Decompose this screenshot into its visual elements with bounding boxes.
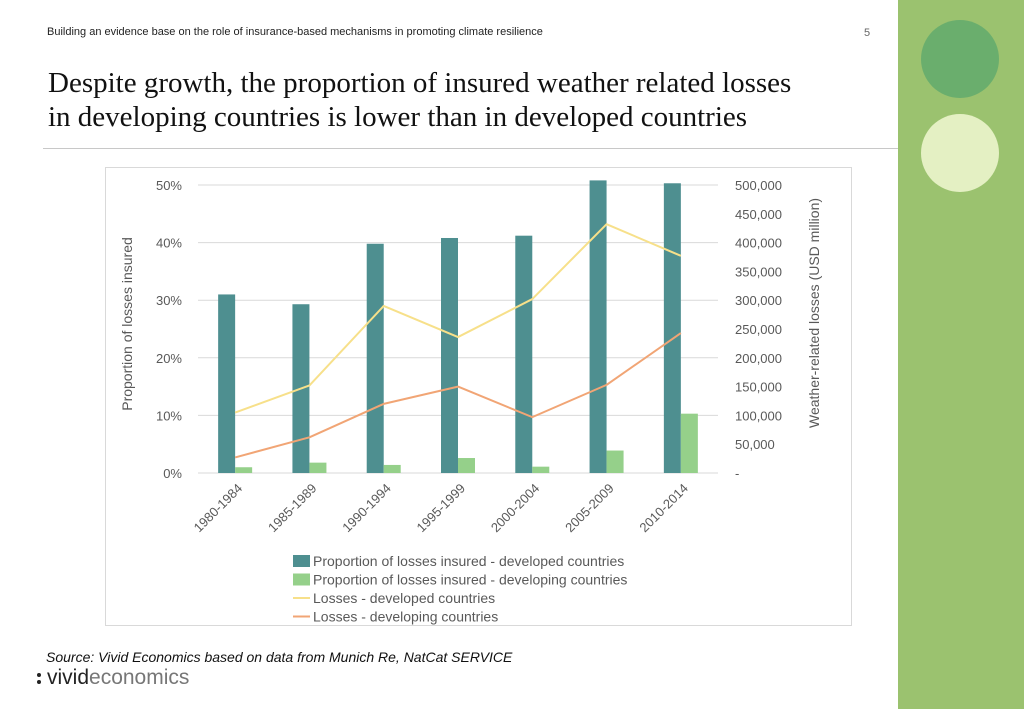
- page-subtitle: Building an evidence base on the role of…: [47, 26, 543, 38]
- bar-developed-3: [441, 237, 458, 473]
- y-axis-label: Proportion of losses insured: [119, 237, 135, 411]
- y2-tick-label: -: [735, 466, 739, 481]
- insurance-losses-chart: 0% 10% 20% 30% 40% 50% - 50,000 100,000 150,000 2…: [105, 167, 852, 626]
- bar-developing-0: [235, 467, 253, 473]
- logo-word-vivid: vivid: [47, 666, 90, 689]
- bar-developing-1: [309, 462, 327, 473]
- y2-tick-label: 250,000: [735, 322, 782, 337]
- bar-developed-0: [218, 294, 236, 473]
- y2-tick-label: 200,000: [735, 351, 782, 366]
- y2-tick-label: 100,000: [735, 408, 782, 423]
- line-series-developing: [234, 332, 682, 459]
- y-tick-label: 50%: [156, 178, 182, 193]
- y2-tick-label: 450,000: [735, 207, 782, 222]
- sidebar-panel: [898, 0, 1024, 709]
- legend-label: Losses - developing countries: [313, 609, 498, 625]
- y2-axis-label: Weather-related losses (USD million): [806, 198, 822, 428]
- decorative-circle-dark: [921, 20, 999, 98]
- bar-developed-6: [663, 183, 681, 473]
- slide-title: Despite growth, the proportion of insure…: [48, 66, 888, 134]
- chart-legend: Proportion of losses insured - developed…: [293, 553, 627, 625]
- legend-label: Proportion of losses insured - developed…: [313, 553, 624, 569]
- legend-label: Proportion of losses insured - developin…: [313, 572, 627, 588]
- company-logo: vivideconomics: [37, 666, 189, 690]
- line-series-developed: [234, 223, 682, 414]
- logo-dots-icon: [37, 670, 43, 687]
- title-divider: [43, 148, 898, 149]
- y2-tick-label: 150,000: [735, 380, 782, 395]
- bar-developing-5: [606, 450, 624, 473]
- decorative-circle-light: [921, 114, 999, 192]
- bar-developing-2: [383, 464, 401, 473]
- legend-label: Losses - developed countries: [313, 590, 495, 606]
- bar-developing-3: [458, 458, 475, 473]
- y2-tick-label: 350,000: [735, 264, 782, 279]
- bar-developed-4: [515, 235, 533, 473]
- legend-swatch: [293, 573, 310, 586]
- y-tick-label: 30%: [156, 293, 182, 308]
- logo-word-economics: economics: [89, 666, 190, 689]
- slide-title-line-2: in developing countries is lower than in…: [48, 101, 748, 133]
- bar-developed-5: [589, 180, 607, 473]
- slide-title-line-1: Despite growth, the proportion of insure…: [48, 67, 792, 99]
- y-tick-label: 10%: [156, 408, 182, 423]
- bar-developing-6: [680, 413, 698, 473]
- legend-swatch: [293, 555, 310, 567]
- source-note: Source: Vivid Economics based on data fr…: [46, 649, 513, 665]
- bar-developing-4: [532, 466, 550, 473]
- y-tick-label: 20%: [156, 351, 182, 366]
- y2-tick-label: 400,000: [735, 236, 782, 251]
- y2-tick-label: 500,000: [735, 178, 782, 193]
- y2-tick-label: 300,000: [735, 293, 782, 308]
- page-number: 5: [864, 27, 871, 39]
- y-tick-label: 40%: [156, 236, 182, 251]
- y2-tick-label: 50,000: [735, 437, 775, 452]
- y-tick-label: 0%: [163, 466, 182, 481]
- bar-developed-2: [366, 243, 384, 473]
